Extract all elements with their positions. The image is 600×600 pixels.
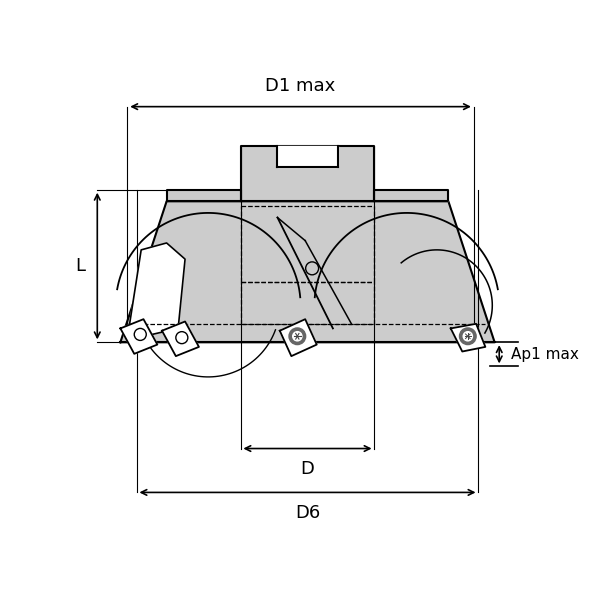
Text: D6: D6 (295, 504, 320, 522)
Text: L: L (76, 257, 86, 275)
Polygon shape (451, 324, 485, 352)
Circle shape (463, 332, 472, 341)
Circle shape (293, 332, 302, 341)
Polygon shape (121, 319, 157, 354)
Text: D: D (301, 460, 314, 478)
Polygon shape (280, 319, 317, 356)
Polygon shape (374, 190, 448, 202)
Polygon shape (162, 322, 199, 356)
Polygon shape (121, 202, 494, 342)
Text: D1 max: D1 max (265, 77, 335, 95)
Polygon shape (241, 146, 374, 202)
Polygon shape (277, 146, 338, 167)
Polygon shape (130, 243, 185, 335)
Circle shape (289, 328, 305, 344)
Text: Ap1 max: Ap1 max (511, 347, 578, 362)
Circle shape (460, 328, 476, 344)
Polygon shape (167, 190, 241, 202)
